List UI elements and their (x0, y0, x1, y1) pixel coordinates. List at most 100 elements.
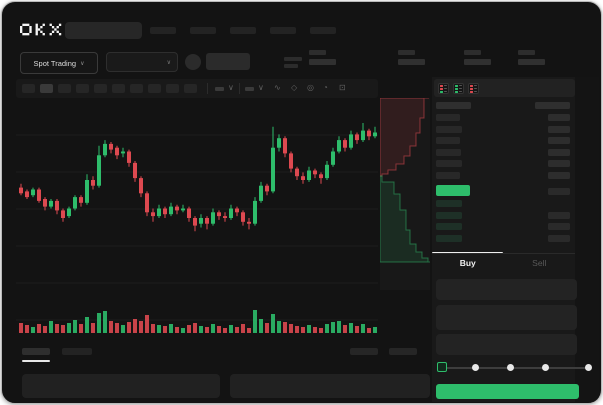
indicator-label-placeholder[interactable] (215, 87, 224, 91)
orderbook-row[interactable] (436, 160, 570, 168)
orderbook-row[interactable] (436, 171, 570, 179)
slider-stop-100[interactable] (585, 364, 592, 371)
amount-slider[interactable] (439, 367, 590, 369)
bottom-tab-2[interactable] (62, 348, 92, 355)
bottom-panel-right[interactable] (230, 374, 430, 398)
volume-bar (193, 323, 197, 333)
volume-bar (355, 326, 359, 333)
last-price-bar[interactable] (436, 185, 470, 196)
nav-item-1[interactable] (150, 27, 176, 34)
search-input[interactable] (65, 22, 142, 39)
layout-toggle-icon[interactable] (284, 64, 298, 68)
market-type-selector[interactable]: Spot Trading ∨ (20, 52, 98, 74)
nav-item-4[interactable] (270, 27, 296, 34)
volume-bar (241, 324, 245, 333)
line-style-icon[interactable]: ∿ (274, 83, 281, 92)
market-depth-chart[interactable] (380, 98, 430, 290)
orderbook-row[interactable] (436, 223, 570, 231)
okx-logo (20, 23, 62, 36)
bottom-tab-1-active[interactable] (22, 348, 50, 355)
amount-field[interactable] (436, 305, 577, 330)
book-mode-asks-icon[interactable] (468, 83, 479, 94)
orderbook-row[interactable] (436, 125, 570, 133)
total-field[interactable] (436, 334, 577, 355)
timeframe-button-10[interactable] (184, 84, 197, 93)
book-mode-bids-icon[interactable] (453, 83, 464, 94)
depth-bids-area (380, 175, 430, 263)
timeframe-button-7[interactable] (130, 84, 143, 93)
timeframe-button-5[interactable] (94, 84, 107, 93)
nav-item-2[interactable] (190, 27, 216, 34)
book-mode-both-icon[interactable] (438, 83, 449, 94)
timeframe-button-2-active[interactable] (40, 84, 53, 93)
orderbook-row[interactable] (436, 200, 570, 207)
pair-selector[interactable]: ∨ (106, 52, 178, 72)
tab-sell[interactable]: Sell (532, 257, 547, 268)
slider-stop-25[interactable] (472, 364, 479, 371)
volume-bar (91, 323, 95, 333)
slider-handle[interactable] (437, 362, 447, 372)
orderbook-row[interactable] (436, 234, 570, 242)
candle (349, 134, 353, 148)
candle (277, 138, 281, 148)
magnet-draw-icon[interactable]: ◇ (291, 83, 298, 92)
camera-icon[interactable]: ◎ (307, 83, 314, 92)
fullscreen-icon[interactable]: ⊡ (339, 83, 346, 92)
orderbook-row[interactable] (436, 211, 570, 219)
volume-bar (259, 319, 263, 333)
candle (187, 208, 191, 218)
chevron-down-icon[interactable]: ∨ (258, 83, 264, 92)
candle (295, 168, 299, 177)
price-field[interactable] (436, 279, 577, 300)
bottom-action-1[interactable] (350, 348, 378, 355)
bottom-tab-active-underline (22, 360, 50, 362)
orderbook-row[interactable] (436, 148, 570, 156)
volume-bar (199, 326, 203, 333)
orderbook-row[interactable] (436, 102, 570, 109)
volume-bar (139, 321, 143, 333)
tab-buy[interactable]: Buy (459, 257, 476, 268)
timeframe-button-3[interactable] (58, 84, 71, 93)
timeframe-button-9[interactable] (166, 84, 179, 93)
nav-item-3[interactable] (230, 27, 256, 34)
volume-bar (121, 325, 125, 333)
timeframe-button-1[interactable] (22, 84, 35, 93)
chevron-down-icon[interactable]: ∨ (228, 83, 234, 92)
candle (55, 200, 59, 211)
slider-stop-50[interactable] (507, 364, 514, 371)
candle (265, 185, 269, 192)
timeframe-button-4[interactable] (76, 84, 89, 93)
depth-asks-area (380, 98, 429, 177)
orderbook-row[interactable] (436, 114, 570, 121)
candle (31, 189, 35, 196)
candle (259, 185, 263, 201)
avatar[interactable] (185, 54, 201, 70)
slider-stop-75[interactable] (542, 364, 549, 371)
volume-bar (295, 326, 299, 333)
volume-bar (61, 325, 65, 333)
ticker-stat-4 (518, 50, 545, 65)
account-button[interactable] (206, 53, 250, 70)
volume-bar (283, 322, 287, 333)
candle (223, 216, 227, 218)
candle (373, 132, 377, 137)
nav-item-5[interactable] (310, 27, 336, 34)
candle (307, 170, 311, 180)
timeframe-button-8[interactable] (148, 84, 161, 93)
price-chart[interactable] (16, 102, 378, 335)
volume-bar (325, 324, 329, 333)
timeframe-button-6[interactable] (112, 84, 125, 93)
overlay-label-placeholder[interactable] (245, 87, 254, 91)
volume-bar (373, 327, 377, 333)
orderbook-row[interactable] (436, 137, 570, 145)
candle (283, 138, 287, 154)
volume-bar (73, 320, 77, 333)
layout-toggle-icon[interactable] (284, 57, 302, 61)
history-clock-icon[interactable]: ◔ (323, 83, 328, 92)
bottom-action-2[interactable] (389, 348, 417, 355)
bottom-panel-left[interactable] (22, 374, 220, 398)
volume-bar (55, 324, 59, 333)
candle (181, 208, 185, 211)
candle (199, 218, 203, 224)
buy-submit-button[interactable] (436, 384, 579, 399)
